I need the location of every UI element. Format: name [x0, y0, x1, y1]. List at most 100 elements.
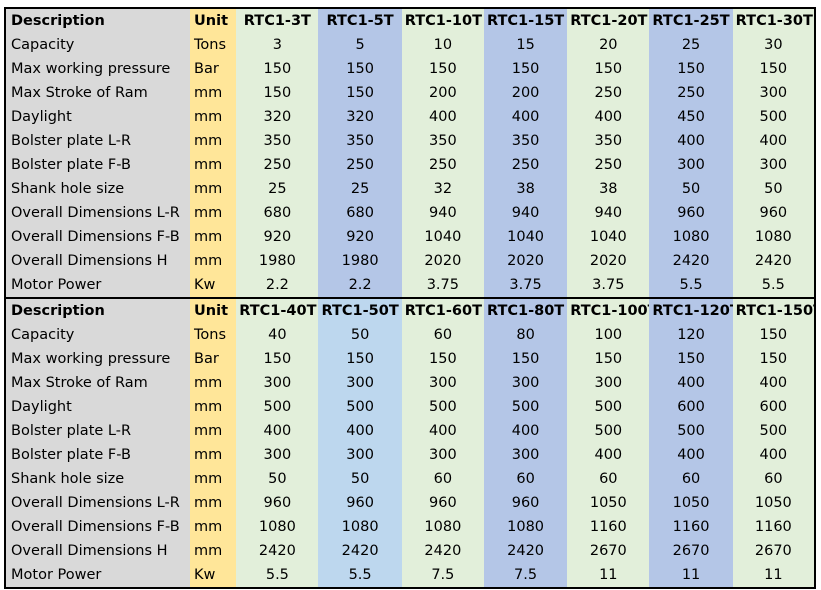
table-cell: 350: [567, 129, 650, 153]
table-cell: 300: [483, 443, 568, 467]
table-row: Bolster plate F-B mm 300 300 300 300 400 400 400: [5, 443, 815, 467]
table-cell: 1040: [567, 225, 650, 249]
row-label: Bolster plate F-B: [5, 153, 191, 177]
header-model: RTC1-15T: [483, 8, 568, 33]
table-cell: 60: [401, 467, 484, 491]
table-cell: 150: [483, 347, 568, 371]
table-cell: 2420: [318, 539, 402, 563]
table-cell: 150: [401, 57, 484, 81]
table-cell: 350: [236, 129, 319, 153]
table-row: Motor Power Kw 5.5 5.5 7.5 7.5 11 11 11: [5, 563, 815, 588]
table-cell: 5.5: [236, 563, 319, 588]
row-label: Bolster plate L-R: [5, 419, 191, 443]
header-model: RTC1-10T: [401, 8, 484, 33]
table-cell: 60: [401, 323, 484, 347]
header-model: RTC1-120T: [649, 299, 733, 323]
table-cell: 1080: [318, 515, 402, 539]
table-row: Max working pressure Bar 150 150 150 150 150 15…: [5, 57, 815, 81]
table-cell: 500: [732, 105, 815, 129]
row-label: Bolster plate L-R: [5, 129, 191, 153]
table-cell: 2420: [483, 539, 568, 563]
header-model: RTC1-30T: [732, 8, 815, 33]
header-unit: Unit: [190, 299, 237, 323]
table-cell: 450: [649, 105, 733, 129]
table-cell: 25: [236, 177, 319, 201]
table-cell: 940: [483, 201, 568, 225]
row-unit: mm: [190, 105, 237, 129]
header-model: RTC1-80T: [483, 299, 568, 323]
row-label: Max Stroke of Ram: [5, 371, 191, 395]
row-unit: Tons: [190, 33, 237, 57]
table-cell: 200: [401, 81, 484, 105]
table-row: Overall Dimensions F-B mm 920 920 1040 1040 10…: [5, 225, 815, 249]
table-cell: 250: [236, 153, 319, 177]
header-model: RTC1-60T: [401, 299, 484, 323]
header-model: RTC1-40T: [236, 299, 319, 323]
table-cell: 1160: [732, 515, 815, 539]
header-description: Description: [5, 299, 191, 323]
table-cell: 5.5: [318, 563, 402, 588]
table-cell: 2020: [483, 249, 568, 273]
table-cell: 300: [401, 443, 484, 467]
table-cell: 1080: [236, 515, 319, 539]
table-cell: 680: [318, 201, 402, 225]
table-cell: 50: [732, 177, 815, 201]
table-cell: 7.5: [483, 563, 568, 588]
table-cell: 1050: [567, 491, 650, 515]
table-row: Motor Power Kw 2.2 2.2 3.75 3.75 3.75 5.5 5.5: [5, 273, 815, 298]
table-cell: 2420: [649, 249, 733, 273]
row-label: Max working pressure: [5, 347, 191, 371]
table-cell: 500: [732, 419, 815, 443]
table-cell: 150: [401, 347, 484, 371]
table-row: Capacity Tons 40 50 60 80 100 120 150: [5, 323, 815, 347]
table-cell: 32: [401, 177, 484, 201]
table-row: Capacity Tons 3 5 10 15 20 25 30: [5, 33, 815, 57]
row-unit: mm: [190, 225, 237, 249]
table-cell: 25: [649, 33, 733, 57]
table-row: Bolster plate F-B mm 250 250 250 250 250 300 300: [5, 153, 815, 177]
table-cell: 400: [732, 371, 815, 395]
table-row: Bolster plate L-R mm 400 400 400 400 500 500 500: [5, 419, 815, 443]
row-label: Overall Dimensions H: [5, 539, 191, 563]
row-label: Capacity: [5, 323, 191, 347]
table-cell: 150: [318, 347, 402, 371]
table-cell: 300: [732, 153, 815, 177]
table-header-row: Description Unit RTC1-40T RTC1-50T RTC1-60T R…: [5, 299, 815, 323]
table-cell: 920: [318, 225, 402, 249]
table-row: Max Stroke of Ram mm 150 150 200 200 250 250 300: [5, 81, 815, 105]
table-cell: 2.2: [236, 273, 319, 298]
table-cell: 400: [483, 105, 568, 129]
table-cell: 30: [732, 33, 815, 57]
table-cell: 150: [567, 57, 650, 81]
row-label: Overall Dimensions L-R: [5, 201, 191, 225]
row-label: Shank hole size: [5, 177, 191, 201]
table-cell: 600: [732, 395, 815, 419]
table-cell: 300: [318, 443, 402, 467]
table-cell: 960: [649, 201, 733, 225]
table-cell: 250: [649, 81, 733, 105]
row-unit: mm: [190, 81, 237, 105]
table-cell: 350: [318, 129, 402, 153]
row-unit: mm: [190, 249, 237, 273]
row-label: Max Stroke of Ram: [5, 81, 191, 105]
table-cell: 5.5: [732, 273, 815, 298]
table-cell: 7.5: [401, 563, 484, 588]
table-cell: 250: [401, 153, 484, 177]
table-cell: 400: [732, 129, 815, 153]
table-cell: 3.75: [567, 273, 650, 298]
table-cell: 50: [236, 467, 319, 491]
row-label: Overall Dimensions L-R: [5, 491, 191, 515]
table-cell: 150: [236, 57, 319, 81]
table-cell: 120: [649, 323, 733, 347]
table-cell: 400: [401, 105, 484, 129]
table-cell: 320: [318, 105, 402, 129]
spec-tables: Description Unit RTC1-3T RTC1-5T RTC1-10T RTC…: [4, 7, 816, 589]
table-cell: 500: [483, 395, 568, 419]
table-cell: 150: [567, 347, 650, 371]
table-cell: 300: [236, 443, 319, 467]
table-cell: 2020: [567, 249, 650, 273]
table-cell: 200: [483, 81, 568, 105]
table-cell: 1160: [649, 515, 733, 539]
table-cell: 150: [732, 57, 815, 81]
